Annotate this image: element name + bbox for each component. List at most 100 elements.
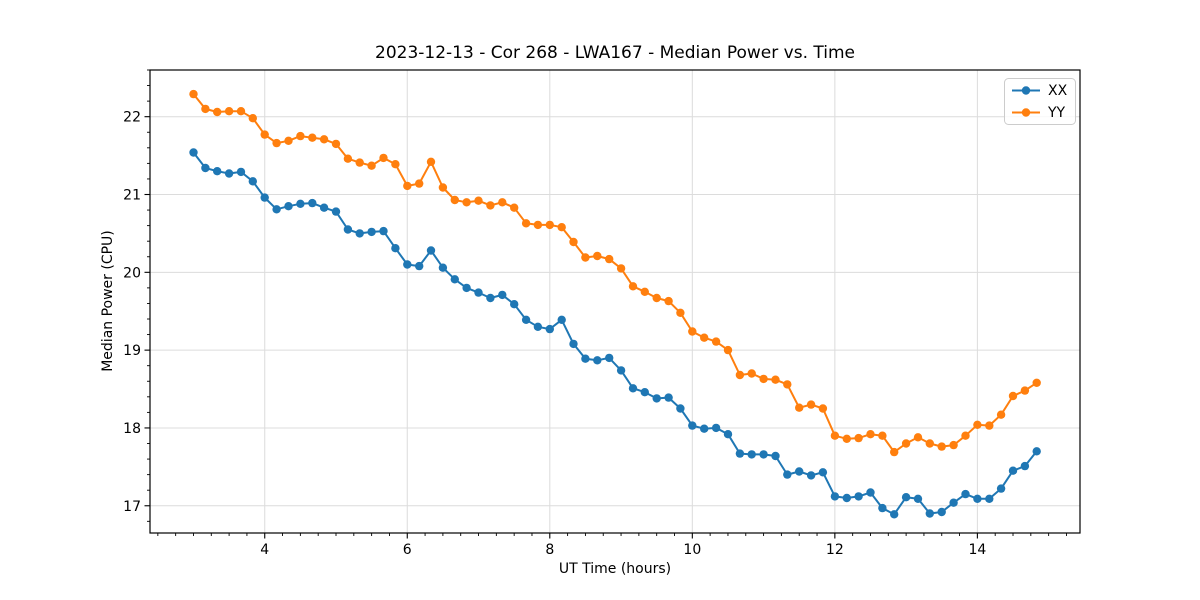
series-xx-line [192, 151, 1038, 516]
series-yy-marker [319, 135, 329, 144]
series-yy-marker [688, 327, 697, 336]
series-xx-marker [806, 471, 816, 480]
series-yy-marker [937, 442, 946, 451]
series-yy-marker [818, 404, 828, 413]
series-xx-marker [759, 450, 768, 459]
series-xx-marker [272, 205, 281, 214]
series-xx-marker [842, 493, 851, 503]
series-yy-marker [510, 203, 519, 212]
series-yy-marker [783, 380, 792, 389]
series-yy-marker [593, 251, 602, 261]
series-yy-marker [616, 264, 626, 273]
y-tick-label: 22 [123, 110, 141, 126]
series-xx-marker [355, 229, 364, 238]
series-yy-marker [213, 107, 222, 117]
series-xx-marker [664, 393, 673, 402]
series-yy-marker [379, 153, 388, 163]
series-yy-marker [890, 447, 899, 457]
series-yy-marker [521, 219, 531, 228]
series-yy-marker [260, 130, 269, 139]
series-xx-marker [1008, 466, 1018, 475]
series-xx-marker [450, 275, 459, 284]
series-yy-marker [296, 131, 305, 141]
series-xx-marker [996, 484, 1006, 493]
series-xx-marker [426, 246, 436, 255]
series-yy-marker [367, 161, 376, 170]
series-xx-marker [605, 353, 614, 363]
y-tick-label: 17 [123, 499, 141, 515]
chart-title: 2023-12-13 - Cor 268 - LWA167 - Median P… [375, 43, 855, 63]
grid [150, 70, 1080, 533]
legend-item-yy: YY [1012, 105, 1066, 121]
series-yy-marker [925, 439, 934, 448]
series-yy-marker [700, 333, 709, 342]
series-xx-marker [961, 489, 970, 499]
series-xx-marker [973, 494, 982, 503]
series-yy-marker [723, 345, 733, 355]
series-yy-marker [1032, 378, 1041, 387]
series-xx-marker [652, 394, 661, 403]
series-yy-marker [830, 431, 840, 440]
series-yy-marker [913, 433, 923, 442]
series-xx-marker [498, 290, 507, 300]
series-yy-marker [640, 287, 649, 296]
series-yy-marker [545, 220, 554, 230]
series-yy-marker [272, 138, 281, 148]
series-yy-marker [391, 160, 400, 169]
series-xx-marker [284, 202, 293, 211]
x-tick-label: 12 [826, 542, 844, 558]
series-yy-marker [569, 237, 578, 247]
series-yy-marker [901, 439, 911, 448]
axes: 4 6 8 10 12 14 17 18 19 20 21 22 [123, 69, 1081, 558]
series-xx-marker [949, 498, 958, 507]
series-yy-marker [331, 139, 341, 149]
series-xx-marker [628, 384, 638, 393]
series-xx-marker [213, 167, 222, 176]
series-yy-marker [996, 410, 1006, 419]
y-tick-label: 19 [123, 343, 141, 359]
series-xx-marker [462, 283, 471, 293]
series-yy-marker [605, 254, 614, 264]
series-yy-marker [533, 220, 543, 230]
series-xx-marker [533, 322, 543, 331]
series-xx-marker [201, 163, 210, 173]
series-yy-marker [985, 421, 994, 430]
series-xx-marker [474, 288, 483, 297]
x-tick-label: 6 [403, 542, 412, 558]
series-xx-marker [379, 226, 388, 236]
series-xx-marker [747, 450, 756, 459]
series-yy-marker [842, 434, 851, 443]
series-xx-marker [866, 488, 875, 497]
series-yy-marker [581, 253, 590, 262]
series-xx-marker [331, 207, 341, 216]
legend: XX YY [1004, 78, 1076, 125]
series-yy-marker [949, 440, 958, 450]
series-xx-marker [723, 430, 733, 439]
series-xx-marker [901, 493, 911, 502]
series-xx-marker [818, 468, 828, 477]
series-yy-marker [628, 282, 638, 291]
x-axis-label: UT Time (hours) [558, 561, 672, 577]
series-xx-marker [189, 148, 198, 157]
series-yy-marker [735, 370, 745, 380]
legend-item-xx: XX [1012, 83, 1068, 99]
series-yy-marker [284, 136, 293, 145]
series-yy-marker [224, 107, 234, 116]
series-xx-marker [854, 492, 863, 501]
series-xx-marker [438, 263, 448, 272]
series-xx-marker [616, 366, 626, 375]
series-xx-marker [415, 261, 424, 271]
series-yy-marker [415, 179, 424, 188]
x-tick-label: 14 [968, 542, 986, 558]
series-yy-marker [308, 133, 317, 142]
series-yy-marker [343, 154, 353, 163]
series-yy-marker [355, 158, 364, 167]
series-xx-marker [1020, 461, 1030, 471]
series-yy-marker [236, 107, 246, 116]
series-yy-marker [189, 89, 198, 99]
series-yy-marker [450, 195, 459, 205]
series-yy-marker [498, 198, 507, 207]
series-yy-marker [438, 183, 448, 192]
series-yy-marker [771, 375, 780, 384]
